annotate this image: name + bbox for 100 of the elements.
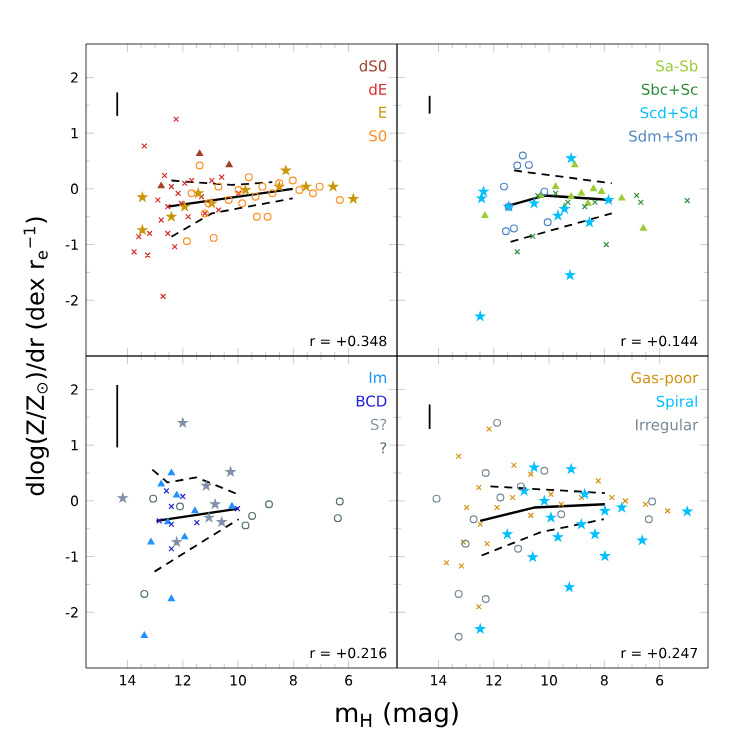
point	[455, 453, 462, 460]
point	[187, 189, 196, 198]
point	[156, 517, 163, 524]
point	[527, 471, 534, 478]
point	[224, 196, 233, 204]
point	[524, 160, 533, 169]
point	[600, 551, 610, 561]
point	[210, 499, 220, 509]
point	[527, 512, 534, 519]
point	[181, 533, 189, 540]
y-axis-title: dlog(Z/Z$_{⊙}$)/dr (dex r$_{e}$$^{−1}$)	[23, 217, 49, 496]
point	[252, 212, 261, 221]
point	[553, 210, 563, 220]
point	[164, 230, 171, 237]
point	[225, 160, 233, 168]
point	[167, 469, 175, 476]
point	[214, 182, 223, 191]
point	[268, 189, 277, 198]
point	[315, 182, 324, 191]
point	[140, 631, 148, 638]
point	[301, 181, 311, 191]
point	[463, 504, 470, 511]
point	[209, 233, 218, 242]
point	[513, 161, 522, 170]
point	[475, 624, 485, 634]
point	[195, 161, 204, 170]
point	[539, 495, 550, 506]
point	[171, 537, 182, 547]
point	[144, 252, 151, 259]
point	[540, 466, 549, 475]
point	[240, 184, 251, 195]
point	[642, 501, 649, 508]
point	[251, 192, 260, 201]
point	[244, 173, 253, 182]
point	[481, 594, 490, 603]
point	[163, 487, 170, 494]
point	[546, 512, 556, 522]
point	[137, 225, 148, 235]
point	[603, 241, 610, 248]
point	[208, 177, 215, 184]
point	[173, 116, 180, 123]
point	[603, 194, 614, 205]
point	[622, 497, 629, 504]
point	[514, 544, 523, 553]
point	[154, 197, 161, 203]
point	[591, 199, 598, 206]
point	[567, 192, 575, 199]
point	[557, 510, 566, 519]
point	[644, 515, 653, 524]
point	[600, 505, 610, 516]
point	[335, 497, 344, 506]
point	[493, 418, 502, 427]
point	[175, 190, 182, 197]
point	[166, 211, 177, 221]
point	[348, 193, 359, 204]
point	[238, 199, 247, 208]
point	[553, 532, 563, 542]
point	[168, 545, 175, 552]
point	[616, 502, 627, 512]
point	[328, 181, 338, 191]
point	[590, 184, 598, 192]
point	[137, 192, 148, 202]
point	[566, 464, 576, 474]
point	[141, 142, 148, 149]
point	[333, 514, 342, 523]
point	[216, 517, 227, 527]
point	[160, 293, 167, 300]
point	[571, 160, 579, 168]
point	[258, 182, 267, 191]
point	[576, 519, 587, 529]
point	[335, 196, 344, 204]
point	[510, 462, 517, 469]
point	[147, 538, 155, 545]
point	[565, 270, 575, 280]
point	[164, 203, 171, 210]
point	[308, 189, 317, 198]
point	[131, 248, 138, 255]
point	[228, 502, 236, 509]
point	[476, 193, 487, 203]
point	[509, 224, 518, 233]
x-axis-title: m$_{H}$ (mag)	[336, 702, 458, 728]
point	[552, 182, 560, 189]
point	[577, 189, 585, 196]
point	[204, 199, 213, 208]
point	[564, 582, 575, 592]
point	[639, 224, 647, 231]
point	[234, 505, 241, 512]
point	[579, 489, 590, 499]
point	[117, 493, 128, 503]
point	[484, 540, 491, 547]
point	[432, 494, 441, 503]
point	[454, 632, 463, 641]
point	[469, 515, 478, 524]
point	[288, 176, 297, 185]
point	[566, 153, 576, 163]
point	[443, 559, 450, 566]
point	[176, 502, 184, 511]
point	[196, 149, 204, 157]
point	[204, 512, 214, 522]
point	[516, 482, 525, 491]
